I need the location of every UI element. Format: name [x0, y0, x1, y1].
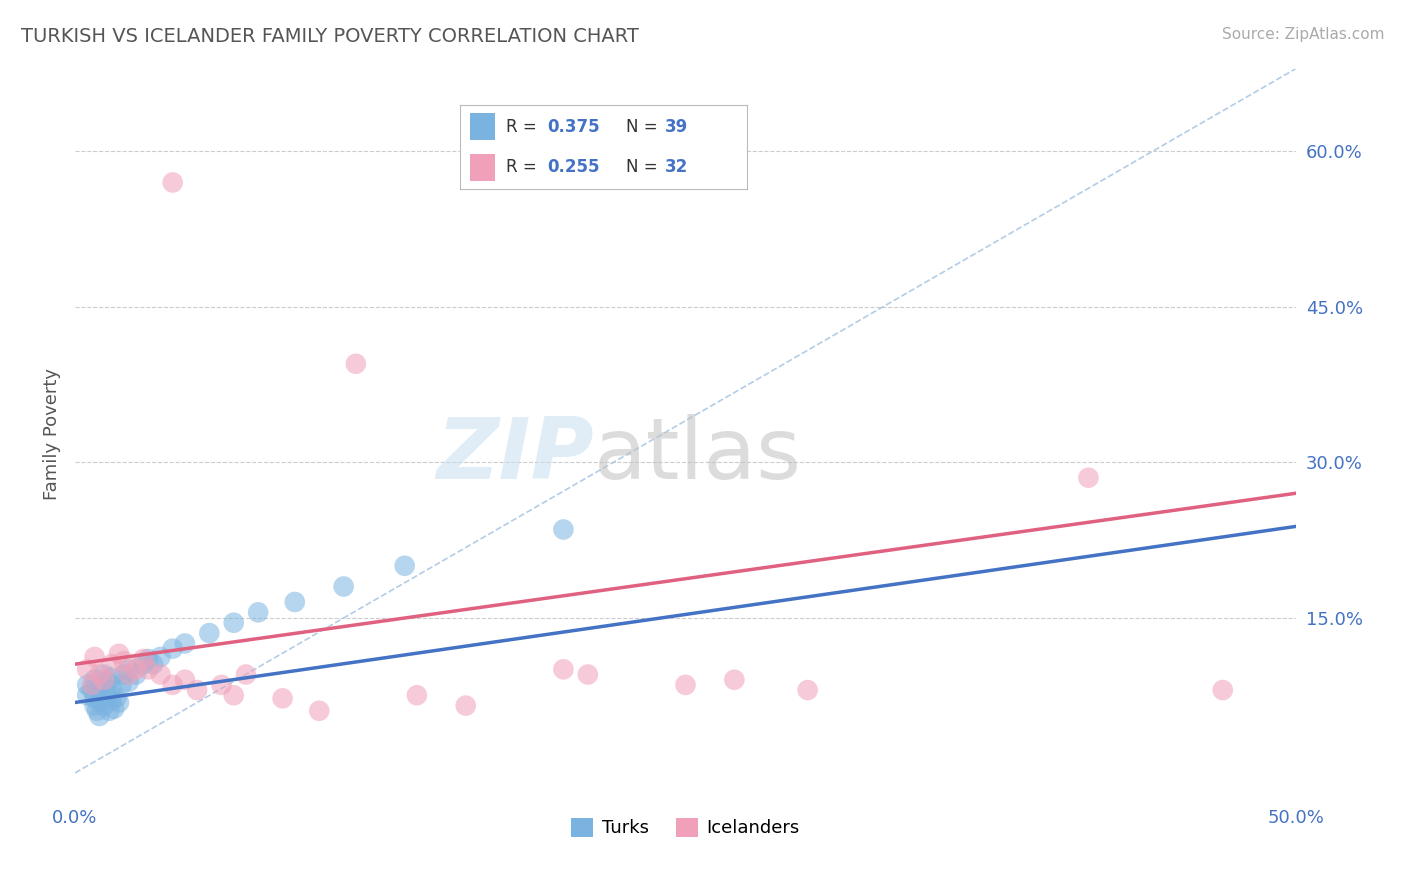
- Point: [83, 649, 105, 664]
- Point: [89, 693, 111, 707]
- Point: [198, 626, 221, 640]
- Point: [222, 615, 245, 630]
- Point: [89, 681, 111, 695]
- Point: [82, 678, 104, 692]
- Point: [394, 558, 416, 573]
- Point: [83, 673, 105, 687]
- Point: [271, 691, 294, 706]
- Point: [98, 704, 121, 718]
- Point: [108, 696, 131, 710]
- Point: [93, 673, 115, 687]
- Point: [100, 683, 122, 698]
- Point: [162, 678, 184, 692]
- Point: [308, 704, 330, 718]
- Point: [96, 688, 118, 702]
- Point: [142, 657, 165, 672]
- Point: [576, 667, 599, 681]
- Point: [222, 688, 245, 702]
- Point: [136, 662, 159, 676]
- Point: [553, 662, 575, 676]
- Point: [406, 688, 429, 702]
- Point: [110, 678, 132, 692]
- Point: [100, 671, 122, 685]
- Point: [454, 698, 477, 713]
- Point: [112, 667, 135, 681]
- Point: [89, 667, 111, 681]
- Text: ZIP: ZIP: [436, 414, 593, 497]
- Point: [162, 641, 184, 656]
- Point: [100, 657, 122, 672]
- Point: [89, 709, 111, 723]
- Point: [1077, 471, 1099, 485]
- Point: [105, 690, 128, 705]
- Point: [125, 662, 148, 676]
- Point: [136, 652, 159, 666]
- Point: [149, 667, 172, 681]
- Point: [186, 683, 208, 698]
- Point: [93, 667, 115, 681]
- Point: [553, 523, 575, 537]
- Point: [76, 678, 98, 692]
- Point: [132, 657, 155, 672]
- Point: [332, 579, 354, 593]
- Point: [100, 693, 122, 707]
- Point: [103, 702, 125, 716]
- Point: [162, 176, 184, 190]
- Legend: Turks, Icelanders: Turks, Icelanders: [564, 811, 807, 845]
- Point: [211, 678, 233, 692]
- Point: [1212, 683, 1234, 698]
- Point: [344, 357, 367, 371]
- Point: [796, 683, 818, 698]
- Point: [174, 636, 197, 650]
- Point: [76, 688, 98, 702]
- Point: [112, 654, 135, 668]
- Point: [125, 667, 148, 681]
- Point: [118, 667, 141, 681]
- Point: [108, 647, 131, 661]
- Point: [93, 698, 115, 713]
- Y-axis label: Family Poverty: Family Poverty: [44, 368, 60, 500]
- Point: [118, 662, 141, 676]
- Point: [723, 673, 745, 687]
- Point: [174, 673, 197, 687]
- Point: [675, 678, 697, 692]
- Point: [83, 698, 105, 713]
- Point: [149, 649, 172, 664]
- Point: [235, 667, 257, 681]
- Point: [132, 652, 155, 666]
- Point: [247, 606, 270, 620]
- Text: atlas: atlas: [593, 414, 801, 497]
- Point: [86, 704, 108, 718]
- Point: [76, 662, 98, 676]
- Point: [83, 691, 105, 706]
- Point: [96, 674, 118, 689]
- Point: [284, 595, 307, 609]
- Point: [82, 683, 104, 698]
- Text: TURKISH VS ICELANDER FAMILY POVERTY CORRELATION CHART: TURKISH VS ICELANDER FAMILY POVERTY CORR…: [21, 27, 638, 45]
- Text: Source: ZipAtlas.com: Source: ZipAtlas.com: [1222, 27, 1385, 42]
- Point: [118, 674, 141, 689]
